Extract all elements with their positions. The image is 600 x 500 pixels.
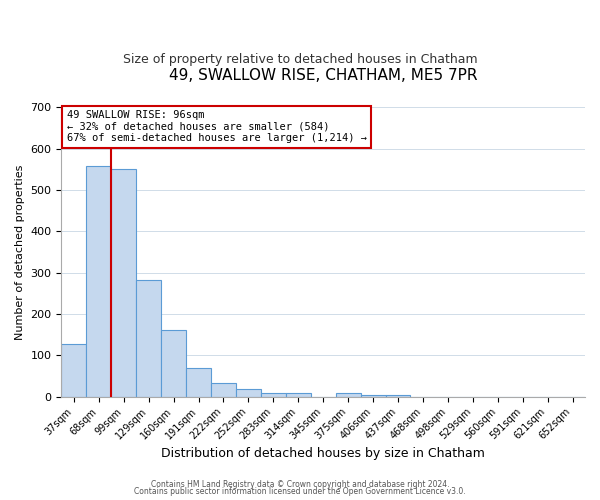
Bar (211, 383, 236, 396)
Y-axis label: Number of detached properties: Number of detached properties (15, 164, 25, 340)
Bar (111, 170, 136, 396)
Bar (186, 368, 211, 396)
Bar (286, 392, 311, 396)
Bar (136, 280, 161, 396)
Bar (261, 392, 286, 396)
Bar (161, 330, 186, 396)
X-axis label: Distribution of detached houses by size in Chatham: Distribution of detached houses by size … (161, 447, 485, 460)
Text: Contains HM Land Registry data © Crown copyright and database right 2024.: Contains HM Land Registry data © Crown c… (151, 480, 449, 489)
Bar (335, 392, 361, 396)
Bar (86, 166, 111, 396)
Text: Size of property relative to detached houses in Chatham: Size of property relative to detached ho… (122, 52, 478, 66)
Title: 49, SWALLOW RISE, CHATHAM, ME5 7PR: 49, SWALLOW RISE, CHATHAM, ME5 7PR (169, 68, 478, 82)
Text: 49 SWALLOW RISE: 96sqm
← 32% of detached houses are smaller (584)
67% of semi-de: 49 SWALLOW RISE: 96sqm ← 32% of detached… (67, 110, 367, 144)
Bar (61, 344, 86, 397)
Bar (361, 394, 386, 396)
Text: Contains public sector information licensed under the Open Government Licence v3: Contains public sector information licen… (134, 487, 466, 496)
Bar (236, 389, 261, 396)
